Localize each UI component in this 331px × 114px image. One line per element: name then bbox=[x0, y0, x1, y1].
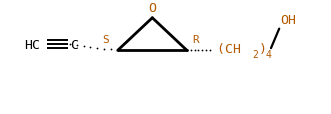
Text: C: C bbox=[70, 39, 78, 51]
Text: 4: 4 bbox=[265, 50, 271, 60]
Text: (CH: (CH bbox=[216, 42, 249, 55]
Text: HC: HC bbox=[24, 39, 40, 51]
Text: ): ) bbox=[259, 42, 266, 55]
Text: OH: OH bbox=[280, 14, 296, 27]
Text: O: O bbox=[148, 3, 156, 15]
Text: 2: 2 bbox=[252, 50, 258, 60]
Text: R: R bbox=[192, 35, 199, 44]
Text: S: S bbox=[103, 35, 110, 44]
